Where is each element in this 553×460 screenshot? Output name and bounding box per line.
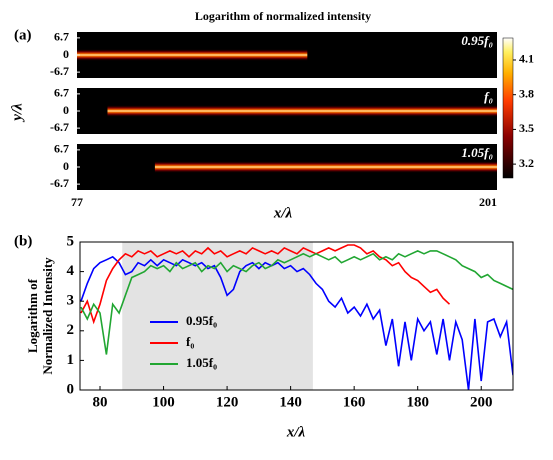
x-axis-label: x/λ <box>286 424 306 440</box>
x-tick-label: 201 <box>479 195 497 209</box>
y-tick-label: -6.7 <box>50 176 69 190</box>
shaded-region <box>122 242 313 390</box>
legend-label: 0.95f₀ <box>186 313 217 328</box>
y-axis-label: y/λ <box>9 103 25 123</box>
x-tick-label: 120 <box>216 394 239 410</box>
panel-label: (a) <box>14 27 32 43</box>
y-tick-label: 3 <box>67 293 75 309</box>
x-tick-label: 80 <box>93 394 108 410</box>
panel-label: 0.95f₀ <box>461 33 493 48</box>
series-line <box>80 255 513 390</box>
panel-label: f₀ <box>484 89 493 104</box>
y-tick-label: -6.7 <box>50 64 69 78</box>
y-tick-label: 6.7 <box>54 30 69 44</box>
intensity-streak <box>107 105 497 117</box>
x-tick-label: 160 <box>343 394 366 410</box>
x-tick-label: 100 <box>152 394 175 410</box>
y-axis-label: Logarithm of <box>25 278 40 353</box>
x-tick-label: 200 <box>470 394 493 410</box>
x-tick-label: 180 <box>406 394 429 410</box>
y-tick-label: 2 <box>67 322 75 338</box>
y-tick-label: 5 <box>67 233 75 249</box>
series-line <box>80 250 513 355</box>
chart-title: Logarithm of normalized intensity <box>195 9 371 23</box>
y-tick-label: 6.7 <box>54 142 69 156</box>
colorbar <box>502 37 514 179</box>
series-line <box>80 244 451 325</box>
colorbar-tick-label: 3.8 <box>519 86 534 100</box>
x-tick-label: 140 <box>279 394 302 410</box>
legend-label: f₀ <box>186 334 194 349</box>
x-tick-label: 77 <box>71 195 83 209</box>
intensity-streak <box>77 49 308 61</box>
y-tick-label: 0 <box>63 159 69 173</box>
y-tick-label: 1 <box>67 352 75 368</box>
legend-label: 1.05f₀ <box>186 355 217 370</box>
plot-frame <box>79 241 514 391</box>
y-tick-label: 6.7 <box>54 86 69 100</box>
panel-label: (b) <box>14 233 32 249</box>
colorbar-tick-label: 3.5 <box>519 121 534 135</box>
panel-label: 1.05f₀ <box>461 145 493 160</box>
y-axis-label: Normalized Intensity <box>40 257 55 375</box>
x-axis-label: x/λ <box>273 205 293 221</box>
colorbar-tick-label: 4.1 <box>519 52 534 66</box>
y-tick-label: 0 <box>63 103 69 117</box>
colorbar-tick-label: 3.2 <box>519 156 534 170</box>
intensity-streak <box>154 161 497 173</box>
y-tick-label: 0 <box>63 47 69 61</box>
y-tick-label: 4 <box>67 263 75 279</box>
y-tick-label: -6.7 <box>50 120 69 134</box>
y-tick-label: 0 <box>67 381 75 397</box>
